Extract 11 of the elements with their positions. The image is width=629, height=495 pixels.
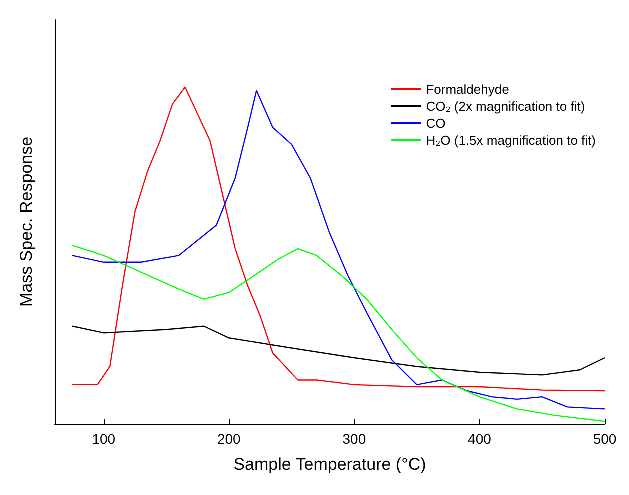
legend-label: CO	[426, 116, 446, 131]
x-axis-title: Sample Temperature (°C)	[234, 455, 426, 474]
x-tick-label: 500	[593, 431, 617, 447]
legend-label: H₂O (1.5x magnification to fit)	[426, 133, 596, 148]
y-axis-title: Mass Spec. Response	[17, 136, 36, 308]
legend-label: CO₂ (2x magnification to fit)	[426, 99, 586, 114]
x-tick-label: 400	[468, 431, 492, 447]
x-tick-label: 200	[217, 431, 242, 447]
legend-label: Formaldehyde	[426, 82, 510, 97]
x-tick-label: 100	[92, 431, 116, 447]
x-tick-label: 300	[342, 431, 366, 447]
